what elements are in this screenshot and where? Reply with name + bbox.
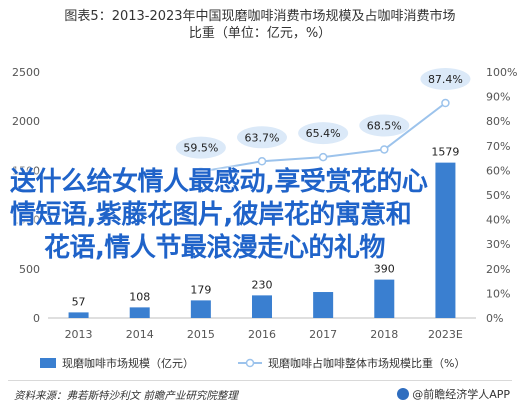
y-left-tick-label: 500 [19,263,40,276]
bar-data-label: 179 [190,283,211,296]
y-right-tick-label: 20% [486,263,510,276]
line-data-label: 68.5% [367,119,402,132]
bar-data-label: 390 [374,263,395,276]
line-point [380,145,389,154]
line-point [318,152,328,162]
source-note: 资料来源：弗若斯特沙利文 前瞻产业研究院整理 [14,390,238,402]
x-tick-label: 2015 [187,328,215,341]
bar-data-label: 230 [252,278,273,291]
legend-label-bar: 现磨咖啡市场规模（亿元） [62,356,194,370]
y-left-tick-label: 0 [33,312,40,325]
y-right-tick-label: 50% [486,189,510,202]
line-label-bubble [359,114,410,137]
y-left-tick-label: 1000 [12,214,40,227]
line-point [257,157,267,166]
x-tick-label: 2018 [370,328,398,341]
y-right-tick-label: 80% [486,115,510,128]
y-right-tick-label: 10% [486,287,510,300]
bar-data-label: 108 [129,290,150,303]
line-point [441,98,450,108]
bar-data-label: 1579 [431,146,459,159]
y-right-tick-label: 70% [486,140,510,153]
line-label-bubble [420,67,471,90]
line-point [196,167,206,176]
x-tick-label: 2014 [126,328,154,341]
line-label-bubble [175,136,226,159]
x-tick-label: 2016 [248,328,276,341]
bar [313,292,334,318]
y-right-tick-label: 90% [486,91,510,104]
line-label-bubble [298,122,349,145]
bar [252,295,272,318]
legend-swatch-bar [40,358,56,368]
y-right-tick-label: 40% [486,214,510,227]
x-tick-label: 2013 [65,328,93,341]
chart-title-line-1: 图表5：2013-2023年中国现磨咖啡消费市场规模及占咖啡消费市场 [64,9,456,24]
y-right-tick-label: 100% [486,66,517,79]
line-data-label: 65.4% [306,127,341,140]
overlay-line-2: 情短语,紫藤花图片,彼岸花的寓意和 [10,200,412,230]
brand-logo-icon [397,388,410,400]
y-left-tick-label: 2500 [12,66,40,79]
legend-swatch-marker [245,358,255,368]
brand-watermark: @前瞻经济学人APP [397,386,510,402]
x-tick-label: 2017 [309,328,337,341]
line-data-label: 63.7% [245,131,280,144]
chart-title-line-2: 比重（单位：亿元，%） [188,26,332,41]
brand-text: @前瞻经济学人APP [412,388,510,401]
bar [435,162,456,318]
y-right-tick-label: 60% [486,164,510,177]
y-right-tick-label: 30% [486,238,510,251]
overlay-caption: 送什么给女情人最感动,享受赏花的心 情短语,紫藤花图片,彼岸花的寓意和 花语,情… [0,166,520,265]
line-data-label: 59.5% [183,142,218,155]
legend-label-line: 现磨咖啡占咖啡整体市场规模比重（%） [268,356,465,370]
x-tick-label: 2023E [428,328,463,341]
chart-title: 图表5：2013-2023年中国现磨咖啡消费市场规模及占咖啡消费市场 比重（单位… [0,8,520,42]
overlay-line-3: 花语,情人节最浪漫走心的礼物 [44,233,385,263]
y-right-tick-label: 0% [486,312,503,325]
bar [374,279,395,318]
line-label-bubble [237,126,287,149]
overlay-line-1: 送什么给女情人最感动,享受赏花的心 [10,167,428,197]
bar [68,312,89,318]
bar-data-label: 57 [72,295,86,308]
y-left-tick-label: 2000 [12,115,40,128]
footer-divider [8,380,512,381]
bar [129,307,150,318]
bar [190,300,211,318]
y-left-tick-label: 1500 [12,164,40,177]
line-data-label: 87.4% [428,73,463,86]
